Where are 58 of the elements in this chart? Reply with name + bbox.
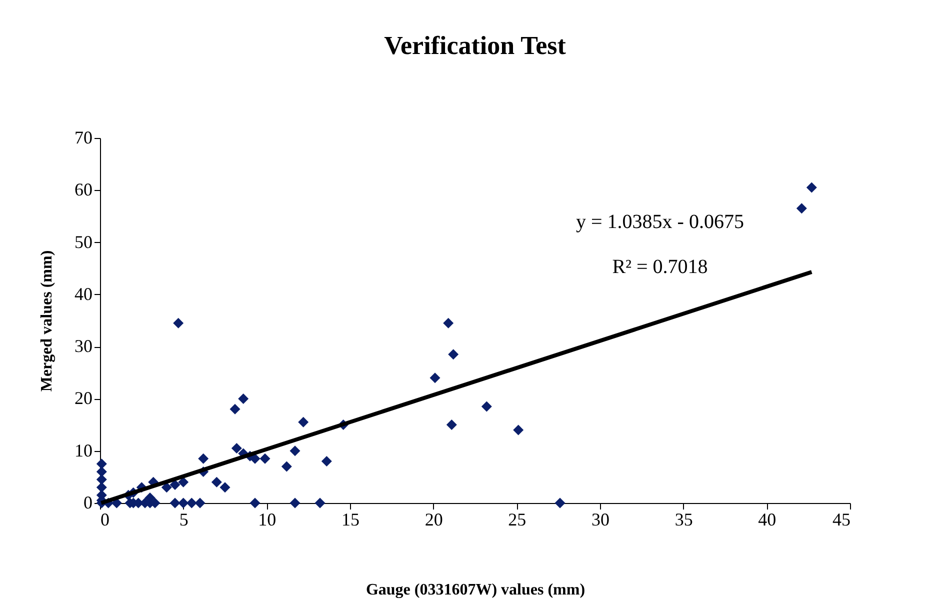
point [448, 349, 459, 360]
x-tick-label: 30 [592, 510, 610, 530]
x-tick-label: 0 [100, 510, 110, 530]
x-tick-label: 35 [674, 510, 693, 530]
point [96, 482, 107, 493]
point [446, 420, 457, 430]
annotation: R² = 0.7018 [612, 256, 708, 278]
x-tick-label: 45 [832, 510, 850, 530]
point [211, 476, 222, 488]
annotation: y = 1.0385x - 0.0675 [576, 211, 744, 233]
y-tick-label: 20 [74, 388, 92, 408]
x-tick-label: 40 [758, 510, 776, 530]
y-tick-label: 60 [74, 180, 92, 200]
point [198, 453, 209, 464]
point [443, 318, 454, 328]
y-tick-label: 0 [84, 492, 92, 512]
point [250, 453, 260, 464]
point [173, 318, 184, 328]
point [170, 498, 180, 508]
point [178, 498, 189, 508]
point [290, 498, 300, 508]
point [96, 458, 107, 470]
y-tick-label: 50 [74, 232, 92, 252]
point [290, 446, 300, 456]
point [314, 498, 326, 508]
point [430, 372, 440, 384]
point [513, 424, 524, 436]
point [161, 482, 172, 493]
point [96, 474, 107, 485]
y-tick-label: 30 [74, 336, 92, 356]
point [260, 453, 270, 464]
point [298, 416, 309, 428]
point [231, 443, 242, 454]
point [250, 498, 260, 508]
point [321, 456, 332, 467]
x-tick-label: 10 [258, 510, 276, 530]
point [186, 498, 197, 508]
point [194, 498, 206, 508]
point [554, 498, 566, 508]
x-tick-label: 15 [342, 510, 360, 530]
point [230, 404, 240, 414]
point [281, 461, 292, 472]
y-tick-label: 40 [74, 284, 92, 304]
point [796, 203, 807, 214]
point [220, 482, 230, 493]
y-tick-label: 70 [74, 128, 92, 148]
chart-title: Verification Test [384, 31, 566, 60]
x-tick-label: 25 [508, 510, 526, 530]
point [481, 401, 492, 412]
x-tick-label: 5 [179, 510, 188, 530]
point [238, 393, 249, 404]
point [178, 476, 189, 488]
y-tick-label: 10 [74, 440, 92, 460]
x-axis-title: Gauge (0331607W) values (mm) [366, 582, 586, 598]
point [96, 466, 107, 477]
y-axis-title: Merged values (mm) [38, 250, 56, 392]
point [806, 182, 817, 193]
x-tick-label: 20 [424, 510, 443, 530]
